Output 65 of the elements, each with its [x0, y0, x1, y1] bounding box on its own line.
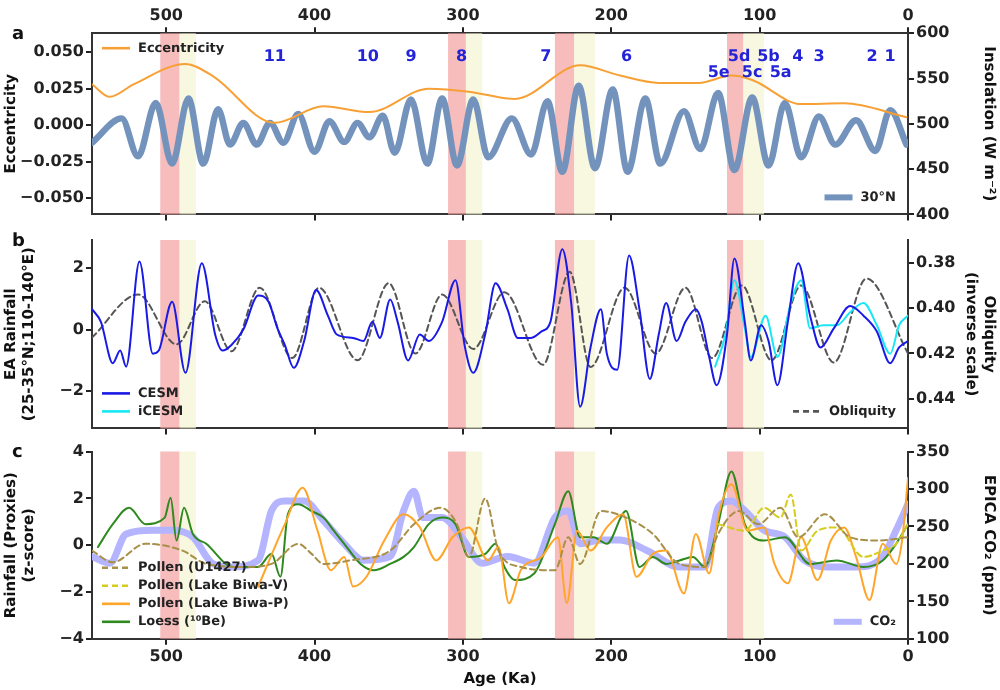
y-tick-label: −2: [59, 582, 84, 601]
annotation: 5b: [757, 47, 781, 66]
y2-tick-label: 400: [916, 204, 951, 223]
y2-tick-label: 150: [916, 591, 951, 610]
x-tick-label: 0: [902, 5, 915, 24]
x-tick-label: 200: [594, 646, 629, 665]
y2-tick-label: 600: [916, 23, 951, 42]
x-tick-label: 400: [297, 646, 333, 665]
y2-tick-label: 300: [916, 479, 951, 498]
x-tick-label: 300: [446, 646, 481, 665]
annotation: 8: [456, 47, 469, 66]
annotation: 5e: [707, 63, 731, 82]
annotation: 4: [792, 47, 805, 66]
chart-title: a: [12, 24, 25, 45]
chart-title: b: [12, 231, 26, 252]
annotation: 1: [884, 47, 897, 66]
line-series: [717, 493, 908, 558]
annotation: 7: [540, 47, 552, 66]
y2-tick-label: 350: [916, 441, 951, 460]
annotation: 5c: [741, 63, 763, 82]
y-tick-label: 4: [72, 441, 85, 460]
y-tick-label: −0.050: [19, 188, 85, 207]
y2-tick-label: 250: [916, 516, 951, 535]
y-tick-label: 2: [72, 488, 84, 507]
y2-tick-label: 0.42: [916, 343, 956, 362]
line-series: [92, 248, 908, 408]
y2-tick-label: 0.44: [916, 389, 957, 408]
y-tick-label: 0.050: [33, 42, 85, 61]
y2-tick-label: 550: [916, 68, 951, 87]
x-tick-label: 500: [149, 646, 184, 665]
y-tick-label: −4: [59, 628, 85, 647]
y-tick-label: 0: [72, 319, 85, 338]
x-tick-label: 200: [594, 5, 629, 24]
y2-tick-label: 500: [916, 113, 951, 132]
x-tick-label: 100: [742, 646, 778, 665]
y2-tick-label: 450: [916, 159, 951, 178]
annotation: 5d: [727, 47, 751, 66]
y2-tick-label: 100: [916, 628, 951, 647]
line-series: [714, 279, 908, 368]
line-series: [96, 470, 908, 582]
x-tick-label: 100: [742, 5, 778, 24]
y-tick-label: 2: [72, 257, 84, 276]
annotation: 3: [813, 47, 825, 66]
y2-tick-label: 200: [916, 554, 951, 573]
y-tick-label: 0: [72, 535, 85, 554]
y-tick-label: −0.025: [19, 151, 85, 170]
y-tick-label: 0.025: [33, 78, 85, 97]
y-tick-label: 0.000: [33, 115, 85, 134]
annotation: 10: [356, 47, 380, 66]
y2-tick-label: 0.40: [916, 298, 957, 317]
x-tick-label: 0: [902, 646, 915, 665]
x-tick-label: 400: [297, 5, 333, 24]
x-tick-label: 300: [446, 5, 481, 24]
annotation: 9: [405, 47, 418, 66]
y2-tick-label: 0.38: [916, 252, 957, 271]
annotation: 11: [263, 47, 287, 66]
line-series: [92, 62, 908, 124]
line-series: [92, 82, 908, 176]
y-tick-label: −2: [59, 381, 84, 400]
x-tick-label: 500: [149, 5, 184, 24]
annotation: 2: [866, 47, 878, 66]
annotation: 6: [620, 47, 633, 66]
line-series: [92, 270, 908, 369]
annotation: 5a: [769, 63, 792, 82]
chart-title: c: [12, 443, 23, 464]
